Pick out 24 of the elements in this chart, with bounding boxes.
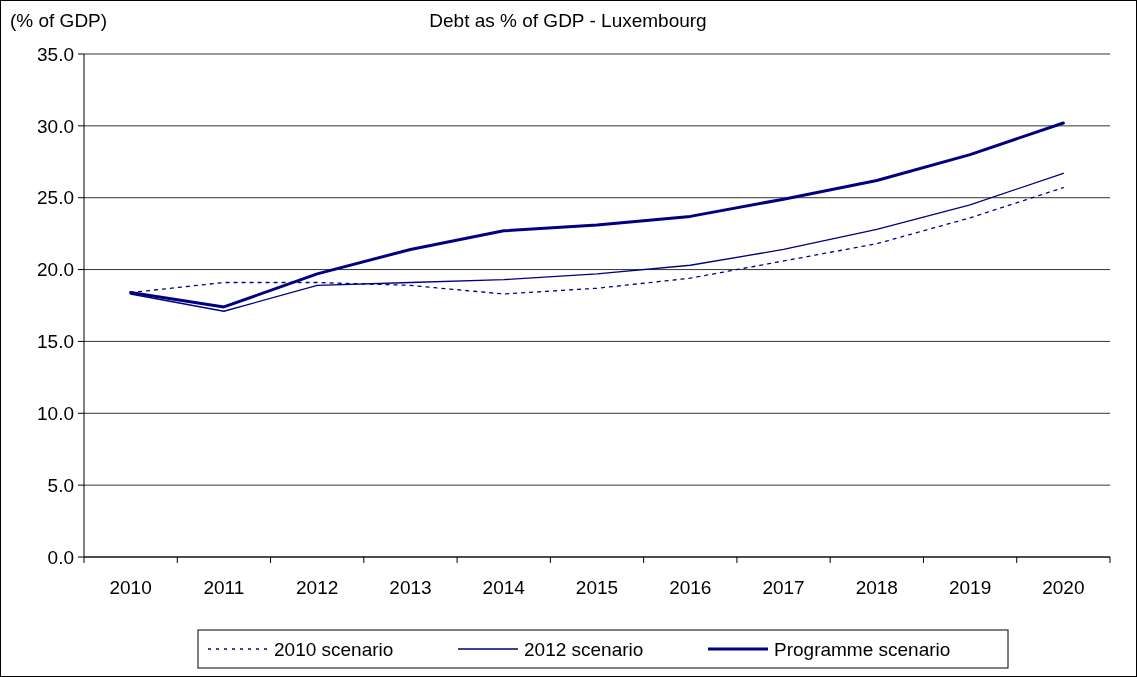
y-tick-label: 10.0 <box>37 402 74 424</box>
x-tick-label: 2010 <box>109 577 152 598</box>
y-tick-label: 30.0 <box>37 115 74 137</box>
chart-title: Debt as % of GDP - Luxembourg <box>429 10 707 31</box>
legend-label: 2010 scenario <box>274 638 394 660</box>
y-tick-label: 0.0 <box>47 546 74 568</box>
x-tick-label: 2016 <box>669 577 712 598</box>
x-tick-label: 2020 <box>1042 577 1085 598</box>
y-tick-label: 20.0 <box>37 259 74 281</box>
y-tick-label: 25.0 <box>37 187 74 209</box>
x-tick-label: 2019 <box>948 577 992 598</box>
legend-label: Programme scenario <box>774 638 951 660</box>
x-tick-label: 2012 <box>296 577 339 598</box>
x-tick-label: 2013 <box>389 577 432 598</box>
x-tick-label: 2015 <box>575 577 619 598</box>
x-tick-label: 2017 <box>762 577 805 598</box>
legend-label: 2012 scenario <box>524 638 644 660</box>
y-tick-label: 15.0 <box>37 331 74 353</box>
x-tick-label: 2014 <box>482 577 526 598</box>
x-tick-label: 2011 <box>203 577 245 598</box>
x-tick-label: 2018 <box>855 577 898 598</box>
y-tick-label: 35.0 <box>37 43 74 65</box>
y-tick-label: 5.0 <box>47 474 74 496</box>
y-axis-title: (% of GDP) <box>10 10 108 31</box>
